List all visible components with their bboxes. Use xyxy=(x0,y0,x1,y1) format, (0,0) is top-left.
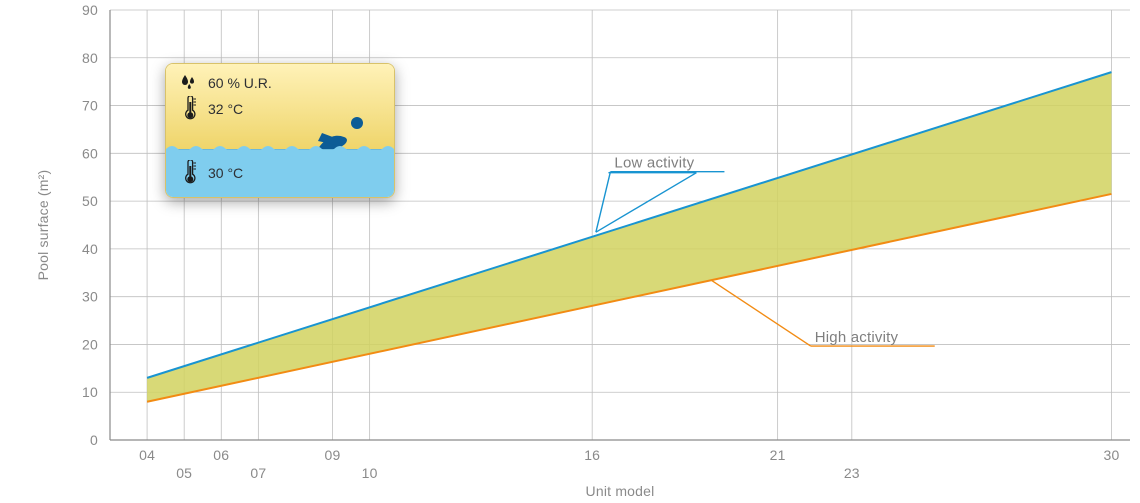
x-tick-label: 06 xyxy=(213,447,229,463)
info-card-air-section: 60 % U.R. 32 °C xyxy=(166,64,394,149)
y-tick-label: 20 xyxy=(82,336,98,352)
wave-divider-icon xyxy=(166,143,395,150)
y-tick-label: 60 xyxy=(82,145,98,161)
droplets-icon xyxy=(180,74,200,92)
thermometer-icon xyxy=(180,96,200,122)
y-tick-label: 0 xyxy=(90,432,98,448)
y-tick-label: 10 xyxy=(82,384,98,400)
x-tick-label: 16 xyxy=(584,447,600,463)
low-activity-label: Low activity xyxy=(614,155,694,172)
y-tick-label: 70 xyxy=(82,98,98,114)
thermometer-icon xyxy=(180,160,200,186)
y-tick-label: 50 xyxy=(82,193,98,209)
x-axis-title: Unit model xyxy=(586,483,655,499)
y-tick-label: 40 xyxy=(82,241,98,257)
x-tick-label: 10 xyxy=(362,465,378,481)
conditions-info-card: 60 % U.R. 32 °C xyxy=(165,63,395,198)
x-tick-label: 21 xyxy=(770,447,786,463)
x-tick-label: 04 xyxy=(139,447,155,463)
info-card-water-section: 30 °C xyxy=(166,149,394,198)
humidity-value: 60 % U.R. xyxy=(208,75,272,91)
water-temp-row: 30 °C xyxy=(180,160,380,186)
x-tick-label: 07 xyxy=(250,465,266,481)
x-tick-label: 30 xyxy=(1103,447,1119,463)
high-activity-leader-v xyxy=(711,280,811,346)
x-tick-label: 09 xyxy=(325,447,341,463)
y-axis-title: Pool surface (m²) xyxy=(35,170,51,281)
y-tick-label: 80 xyxy=(82,50,98,66)
humidity-row: 60 % U.R. xyxy=(180,74,380,92)
water-temp-value: 30 °C xyxy=(208,165,243,181)
y-tick-label: 30 xyxy=(82,289,98,305)
air-temp-value: 32 °C xyxy=(208,101,243,117)
low-activity-leader-v xyxy=(596,172,611,233)
y-tick-label: 90 xyxy=(82,2,98,18)
x-tick-label: 05 xyxy=(176,465,192,481)
high-activity-label: High activity xyxy=(815,329,899,346)
x-tick-label: 23 xyxy=(844,465,860,481)
